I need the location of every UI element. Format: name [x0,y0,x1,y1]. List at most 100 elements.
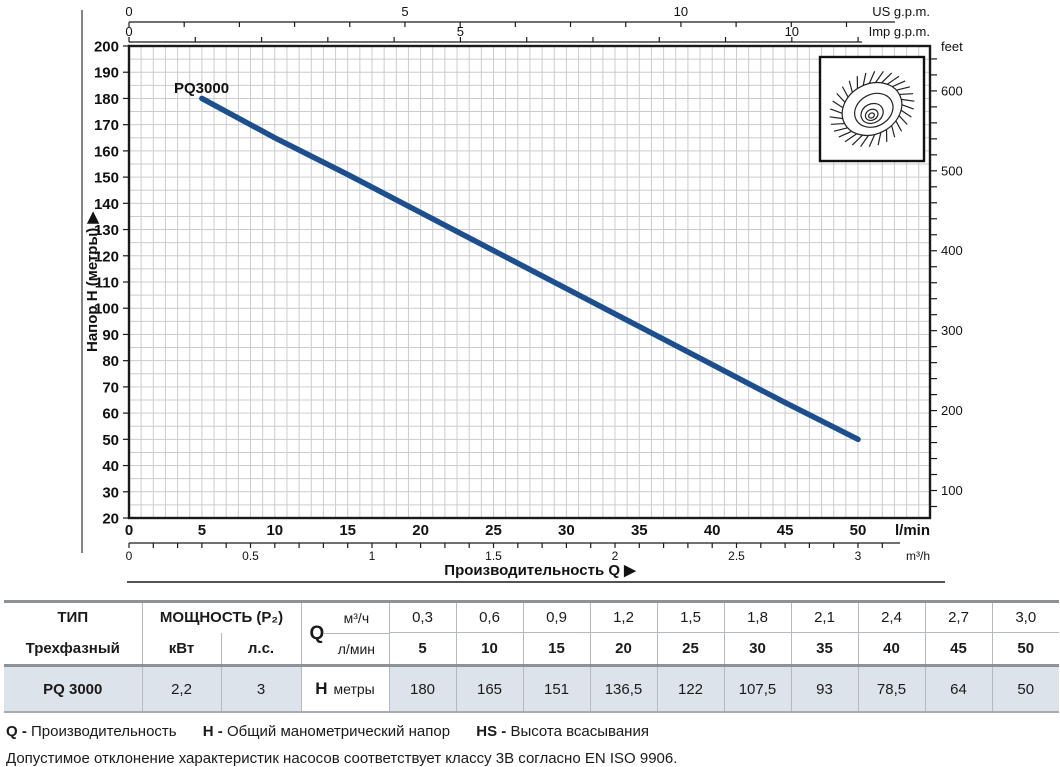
impgpm-tick-label: 0 [125,24,132,39]
lmin-tick-label: 10 [266,522,283,539]
lmin-value: 5 [388,632,456,666]
type-value: Трехфазный [25,639,120,657]
lmin-value: 20 [589,632,657,666]
head-value: 136,5 [589,664,657,712]
lmin-value: 50 [991,632,1059,666]
lmin-tick-label: 5 [198,522,206,539]
lmin-tick-label: 25 [485,522,502,539]
head-value: 165 [455,664,523,712]
m3h-axis-label: m³/h [906,549,930,563]
q-unit-m3h: м³/ч [324,603,389,634]
lmin-tick-label: 30 [558,522,575,539]
feet-tick-label: 300 [941,323,963,338]
impgpm-tick-label: 10 [785,24,799,39]
m3h-value: 1,8 [723,601,791,633]
lmin-value: 30 [723,632,791,666]
m3h-tick-label: 1 [369,549,376,563]
usgpm-tick-label: 10 [674,4,688,19]
m3h-value: 2,1 [790,601,858,633]
head-value: 78,5 [857,664,925,712]
y-tick-label: 130 [94,222,119,239]
lmin-value: 35 [790,632,858,666]
q-symbol: Q [309,622,325,644]
head-value: 107,5 [723,664,791,712]
legend-term: HS - [476,723,507,740]
y-tick-label: 60 [102,406,119,423]
legend-desc: Общий манометрический напор [226,723,451,740]
h-symbol: H [315,679,328,698]
legend-term: Q - [6,723,27,740]
y-tick-label: 110 [95,275,119,292]
performance-table-block: ТИП МОЩНОСТЬ (P₂) Q м³/ч л/мин 0,3 0,6 0… [4,600,1060,713]
pump-curve-chart: 20 30 40 50 60 70 80 90 100 110 120 130 140 150 160 170… [81,4,963,583]
usgpm-axis-label: US g.p.m. [872,4,930,19]
plot-border [127,44,932,520]
lmin-tick-label: 20 [412,522,429,539]
axis-labels: 2030405060708090100110120130140150160170… [84,4,963,579]
lmin-tick-label: 15 [339,522,356,539]
y-tick-label: 100 [94,301,119,318]
y-tick-label: 50 [102,432,119,449]
feet-tick-label: 500 [941,163,963,178]
model-name: PQ 3000 [4,664,142,712]
legend-desc: Производительность [31,723,177,740]
y-tick-label: 70 [102,379,119,396]
pump-curve [199,95,861,443]
m3h-value: 0,6 [455,601,523,633]
y-tick-label: 140 [94,196,119,213]
y-tick-label: 90 [102,327,119,344]
q-units-cell: Q м³/ч л/мин [300,601,389,666]
legend-item: HS - Высота всасывания [476,723,649,740]
footer-notes: Q - Производительность H - Общий маномет… [6,723,1060,767]
feet-tick-label: 100 [941,483,963,498]
lmin-value: 15 [522,632,590,666]
curve-label: PQ3000 [174,80,229,97]
lmin-value: 40 [857,632,925,666]
lmin-axis-label: l/min [895,522,930,539]
impgpm-tick-label: 5 [457,24,464,39]
h-unit: метры [333,681,375,697]
feet-axis-label: feet [941,39,963,54]
m3h-value: 2,4 [857,601,925,633]
m3h-value: 3,0 [991,601,1059,633]
y-tick-label: 180 [94,91,119,108]
lmin-value: 25 [656,632,724,666]
lmin-tick-label: 35 [631,522,648,539]
performance-table: ТИП МОЩНОСТЬ (P₂) Q м³/ч л/мин 0,3 0,6 0… [4,600,1059,713]
hp-label: л.с. [220,632,301,666]
chart-canvas: 2030405060708090100110120130140150160170… [81,4,963,583]
head-value: 64 [924,664,992,712]
m3h-tick-label: 2.5 [728,549,745,563]
legend-item: Q - Производительность [6,723,177,740]
y-tick-label: 160 [94,143,119,160]
m3h-tick-label: 0 [126,549,133,563]
y-tick-label: 40 [102,458,119,475]
tolerance-note: Допустимое отклонение характеристик насо… [6,750,678,767]
m3h-value: 0,9 [522,601,590,633]
legend-line: Q - Производительность H - Общий маномет… [6,723,1060,740]
m3h-value: 1,5 [656,601,724,633]
chart-grid [129,46,930,518]
y-tick-label: 150 [94,170,119,187]
feet-tick-label: 400 [941,243,963,258]
usgpm-tick-label: 0 [125,4,132,19]
lmin-tick-label: 50 [850,522,867,539]
lmin-value: 45 [924,632,992,666]
power-header: МОЩНОСТЬ (P₂) [141,601,301,633]
feet-tick-label: 600 [941,83,963,98]
y-tick-label: 200 [94,39,119,56]
kw-value: 2,2 [141,664,221,712]
m3h-tick-label: 3 [855,549,862,563]
y-tick-label: 30 [102,484,119,501]
y-tick-label: 20 [102,511,119,528]
y-tick-label: 190 [94,65,119,82]
head-value: 180 [388,664,456,712]
lmin-value: 10 [455,632,523,666]
lmin-tick-label: 0 [125,522,133,539]
hp-value: 3 [220,664,301,712]
legend-desc: Высота всасывания [510,723,649,740]
m3h-tick-label: 2 [612,549,619,563]
impgpm-axis-label: Imp g.p.m. [869,24,930,39]
